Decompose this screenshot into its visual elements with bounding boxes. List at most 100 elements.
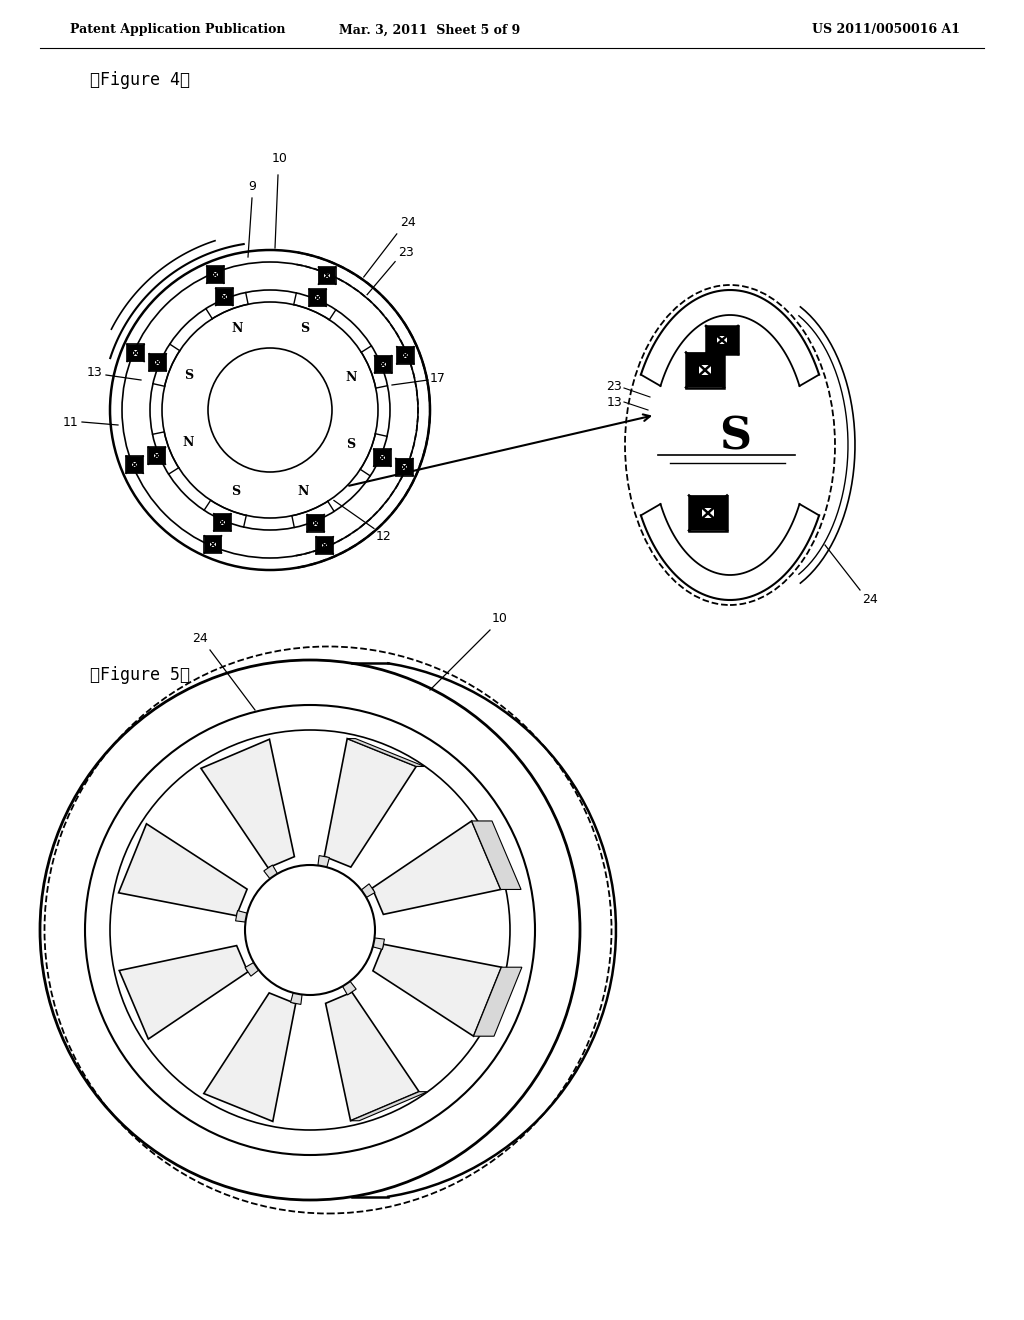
- Text: 24: 24: [862, 593, 878, 606]
- Polygon shape: [375, 356, 391, 364]
- Text: 17: 17: [430, 371, 445, 384]
- Polygon shape: [150, 354, 158, 371]
- Text: N: N: [231, 322, 243, 335]
- Polygon shape: [706, 326, 738, 341]
- Polygon shape: [404, 458, 413, 475]
- Polygon shape: [340, 977, 356, 995]
- Polygon shape: [325, 273, 330, 279]
- Polygon shape: [224, 288, 232, 305]
- Polygon shape: [323, 543, 328, 548]
- Text: S: S: [346, 438, 355, 451]
- Polygon shape: [150, 362, 166, 371]
- Polygon shape: [127, 345, 144, 352]
- Polygon shape: [127, 352, 144, 362]
- Text: S: S: [184, 370, 194, 381]
- Text: S: S: [719, 416, 751, 458]
- Text: 10: 10: [272, 152, 288, 165]
- Polygon shape: [214, 513, 222, 531]
- Polygon shape: [127, 345, 135, 362]
- Text: S: S: [231, 484, 241, 498]
- Polygon shape: [307, 515, 315, 532]
- Polygon shape: [689, 495, 708, 531]
- Polygon shape: [126, 457, 143, 465]
- Polygon shape: [215, 267, 224, 282]
- Polygon shape: [375, 356, 383, 372]
- Text: N: N: [182, 437, 195, 450]
- Polygon shape: [213, 536, 221, 553]
- Polygon shape: [216, 288, 232, 297]
- Polygon shape: [245, 960, 263, 977]
- Polygon shape: [201, 739, 295, 867]
- Polygon shape: [126, 465, 143, 473]
- Text: 13: 13: [86, 367, 102, 380]
- Polygon shape: [207, 275, 224, 282]
- Polygon shape: [216, 288, 224, 305]
- Polygon shape: [207, 267, 224, 275]
- Polygon shape: [705, 352, 724, 388]
- Polygon shape: [374, 449, 382, 466]
- Polygon shape: [347, 739, 425, 767]
- Polygon shape: [373, 944, 502, 1036]
- Polygon shape: [686, 352, 705, 388]
- Polygon shape: [205, 536, 213, 553]
- Polygon shape: [374, 449, 391, 458]
- Polygon shape: [156, 360, 160, 364]
- Polygon shape: [316, 537, 333, 545]
- Polygon shape: [119, 945, 248, 1039]
- Polygon shape: [222, 294, 227, 300]
- Polygon shape: [327, 267, 336, 284]
- Polygon shape: [307, 515, 325, 523]
- Polygon shape: [383, 356, 391, 372]
- Polygon shape: [350, 1092, 428, 1121]
- Polygon shape: [406, 347, 414, 364]
- Polygon shape: [317, 289, 327, 306]
- Polygon shape: [150, 354, 166, 362]
- Polygon shape: [402, 352, 408, 358]
- Text: Mar. 3, 2011  Sheet 5 of 9: Mar. 3, 2011 Sheet 5 of 9: [339, 24, 520, 37]
- Text: Patent Application Publication: Patent Application Publication: [70, 24, 286, 37]
- Polygon shape: [134, 457, 143, 473]
- Polygon shape: [309, 289, 317, 306]
- Polygon shape: [119, 824, 247, 916]
- Polygon shape: [204, 993, 296, 1122]
- Polygon shape: [148, 447, 157, 465]
- Polygon shape: [706, 341, 738, 354]
- Polygon shape: [205, 544, 221, 553]
- Polygon shape: [326, 993, 419, 1121]
- Text: 24: 24: [193, 632, 208, 645]
- Polygon shape: [686, 352, 724, 370]
- Polygon shape: [126, 457, 134, 473]
- Polygon shape: [372, 821, 501, 915]
- Polygon shape: [380, 455, 385, 461]
- Polygon shape: [309, 289, 327, 298]
- Polygon shape: [717, 335, 727, 345]
- Polygon shape: [291, 987, 303, 1005]
- Polygon shape: [316, 537, 325, 554]
- Polygon shape: [325, 739, 416, 867]
- Polygon shape: [318, 267, 336, 276]
- Polygon shape: [316, 545, 333, 554]
- Polygon shape: [214, 513, 230, 523]
- Polygon shape: [214, 523, 230, 531]
- Polygon shape: [148, 455, 166, 465]
- Text: N: N: [346, 371, 357, 384]
- Polygon shape: [708, 495, 727, 531]
- Polygon shape: [315, 515, 325, 532]
- Text: 【Figure 5】: 【Figure 5】: [90, 667, 190, 684]
- Text: 12: 12: [376, 531, 392, 544]
- Polygon shape: [309, 298, 327, 306]
- Polygon shape: [216, 297, 232, 305]
- Polygon shape: [264, 865, 280, 883]
- Polygon shape: [381, 362, 386, 367]
- Polygon shape: [315, 296, 321, 300]
- Polygon shape: [220, 520, 225, 525]
- Polygon shape: [401, 465, 407, 470]
- Polygon shape: [396, 458, 404, 475]
- Polygon shape: [699, 364, 711, 375]
- Polygon shape: [148, 447, 166, 455]
- Polygon shape: [722, 326, 738, 354]
- Text: 24: 24: [399, 216, 416, 228]
- Text: US 2011/0050016 A1: US 2011/0050016 A1: [812, 24, 961, 37]
- Text: S: S: [300, 322, 309, 335]
- Polygon shape: [396, 467, 413, 475]
